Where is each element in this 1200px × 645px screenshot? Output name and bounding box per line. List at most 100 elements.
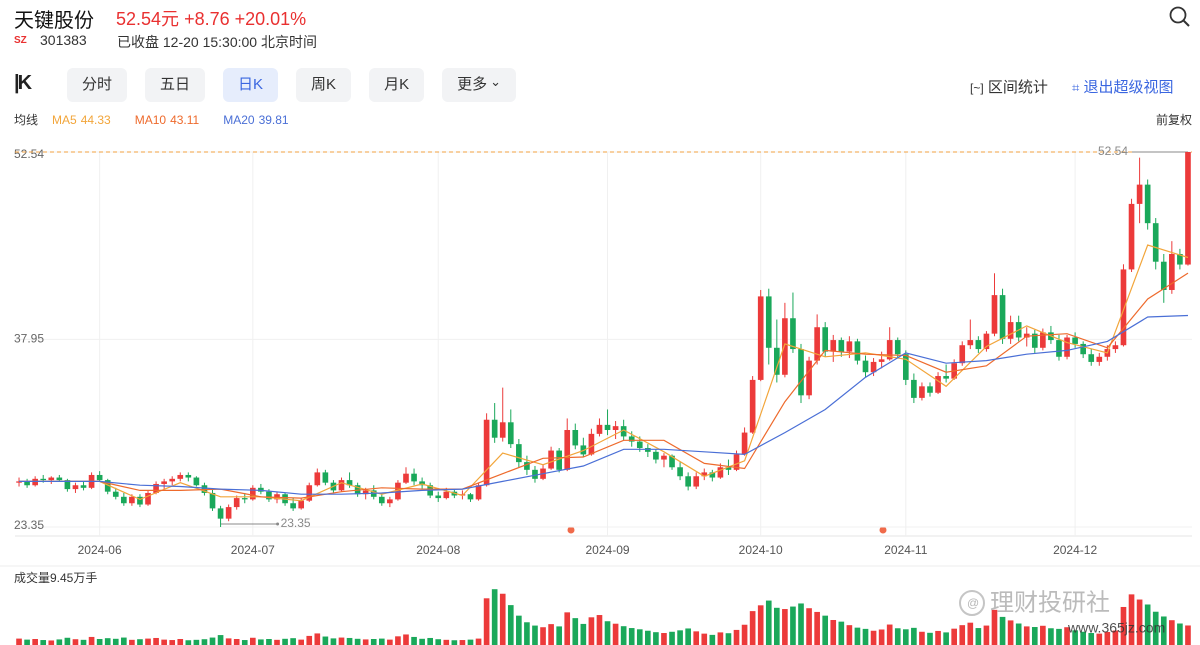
volume-bar (596, 615, 603, 645)
candle-body (290, 503, 296, 509)
range-stats-label: 区间统计 (987, 79, 1048, 96)
volume-bar (1080, 631, 1086, 645)
range-stats[interactable]: [~] 区间统计 (970, 79, 1048, 96)
candle-body (620, 426, 627, 437)
x-tick-label: 2024-06 (78, 543, 122, 557)
candle-body (1040, 332, 1046, 348)
candle-body (967, 340, 974, 346)
candle-body (153, 483, 159, 493)
candle-body (137, 496, 143, 505)
ma-lines (19, 244, 1189, 502)
ma-line (19, 314, 1189, 495)
volume-bar (943, 632, 949, 645)
candle-body (129, 496, 135, 504)
candle-body (395, 482, 401, 500)
stock-code: 301383 (40, 32, 87, 48)
volume-bar (911, 627, 917, 645)
volume-bar (435, 639, 442, 645)
volume-bar (1040, 625, 1046, 645)
search-button[interactable] (1168, 5, 1192, 29)
volume-bar (975, 628, 982, 645)
volume-bar (467, 639, 474, 645)
tab[interactable]: 周K (296, 68, 352, 102)
volume-bar (1185, 625, 1191, 645)
volume-bar (1169, 620, 1175, 645)
volume-bar (854, 627, 861, 645)
volume-bar (830, 619, 837, 645)
candle-body (1185, 152, 1191, 265)
volume-bar (362, 639, 369, 645)
volume-bar (1064, 627, 1070, 645)
candle-body (886, 340, 893, 360)
volume-bar (1072, 630, 1078, 645)
volume-bar (749, 611, 756, 645)
candle-body (403, 473, 409, 483)
volume-bar (483, 598, 490, 645)
volume-bar (548, 624, 554, 645)
candle-body (112, 491, 119, 497)
candle-body (661, 455, 667, 460)
volume-bar (1023, 626, 1030, 645)
volume-bar (137, 639, 143, 645)
volume-bar (290, 638, 296, 645)
candle-body (338, 480, 345, 491)
legend-value: 44.33 (81, 113, 111, 127)
tab[interactable]: 日K (223, 68, 279, 102)
candle-body (894, 340, 901, 355)
volume-bar (765, 600, 772, 645)
candle-body (588, 433, 595, 455)
tab[interactable]: 月K (369, 68, 425, 102)
volume-bar (709, 634, 716, 645)
candle-body (645, 447, 651, 452)
volume-bar (1096, 633, 1103, 645)
volume-bar (927, 632, 933, 645)
volume-bar (507, 605, 514, 645)
watermark: @ 理财投研社 www.365jz.com (959, 589, 1165, 636)
tab[interactable]: 更多 (442, 68, 516, 102)
candle-body (636, 441, 643, 448)
candle-body (1120, 269, 1127, 346)
volume-bar (1015, 623, 1022, 645)
volume-bar (499, 593, 506, 645)
exit-super-view[interactable]: ⌗ 退出超级视图 (1072, 79, 1174, 96)
candle-body (749, 379, 756, 433)
candle-body (346, 480, 353, 486)
tab[interactable]: 五日 (145, 68, 206, 102)
legend-value: 39.81 (259, 113, 289, 127)
layout-toggle[interactable]: |K (14, 72, 32, 94)
candle-body (733, 454, 740, 470)
candle-body (193, 477, 200, 486)
volume-title: 成交量9.45万手 (14, 570, 97, 585)
tab[interactable]: 分时 (67, 68, 128, 102)
volume-bar (1144, 604, 1151, 645)
volume-bar (330, 638, 337, 645)
adjust-mode[interactable]: 前复权 (1156, 112, 1192, 127)
candle-body (1064, 337, 1070, 357)
candle-body (467, 494, 474, 500)
volume-bar (870, 630, 877, 645)
candle-body (572, 430, 579, 446)
volume-bar (217, 635, 224, 645)
volume-bar (64, 637, 71, 645)
volume-bar (822, 615, 829, 645)
low-leader-dot (276, 522, 280, 526)
candle-body (919, 386, 925, 398)
volume-bar (112, 638, 119, 645)
candle-body (64, 480, 71, 490)
candle-body (870, 361, 877, 373)
ma-title: 均线 (14, 113, 38, 127)
candle-body (56, 477, 63, 481)
candle-body (790, 318, 796, 350)
candle-body (241, 498, 248, 500)
watermark-at: @ (967, 596, 979, 610)
volume-bar (967, 622, 974, 645)
event-dot (567, 526, 575, 534)
candle-body (1112, 345, 1119, 350)
candle-body (532, 469, 538, 479)
volume-bar (733, 629, 740, 645)
candle-body (161, 481, 167, 484)
volume-bar (387, 639, 393, 645)
candle-body (499, 422, 506, 438)
volume-bar (612, 623, 619, 645)
